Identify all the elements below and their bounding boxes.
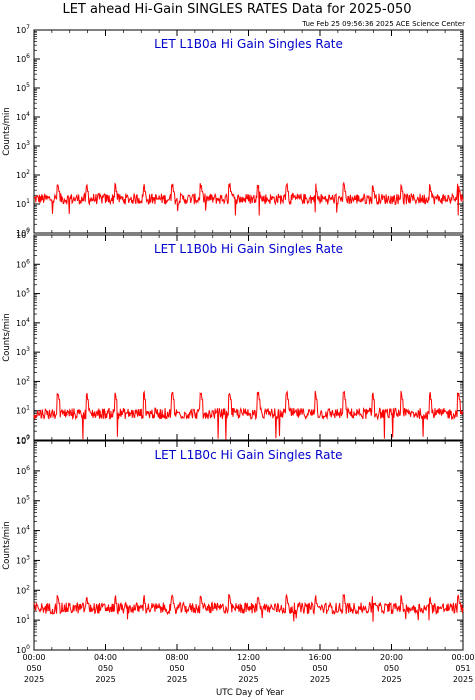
x-tick-year-label: 2025 xyxy=(381,675,401,684)
panel-title: LET L1B0a Hi Gain Singles Rate xyxy=(154,37,343,51)
y-tick-label: 100 xyxy=(16,644,30,655)
x-tick-doy-label: 050 xyxy=(312,664,327,673)
y-tick-label: 104 xyxy=(16,111,30,122)
x-tick-doy-label: 050 xyxy=(169,664,184,673)
y-tick-label: 105 xyxy=(16,288,30,299)
x-tick-time-label: 00:00 xyxy=(22,653,45,662)
x-tick-doy-label: 051 xyxy=(455,664,470,673)
plot-frame xyxy=(33,440,464,651)
x-tick-time-label: 20:00 xyxy=(380,653,403,662)
y-tick-label: 101 xyxy=(16,614,30,625)
timestamp-label: Tue Feb 25 09:56:36 2025 ACE Science Cen… xyxy=(301,20,465,28)
y-tick-label: 107 xyxy=(16,24,30,35)
x-axis-label: UTC Day of Year xyxy=(216,688,284,698)
y-tick-label: 106 xyxy=(16,258,30,269)
x-tick-year-label: 2025 xyxy=(167,675,187,684)
panel-title: LET L1B0b Hi Gain Singles Rate xyxy=(154,242,343,256)
chart-panels: 100 101 102 103 104 105 106 107 Counts/min LET L1… xyxy=(2,24,464,655)
figure-title: LET ahead Hi-Gain SINGLES RATES Data for… xyxy=(62,2,411,17)
chart-panel: 100 101 102 103 104 105 106 107 Counts/min LET L1… xyxy=(2,435,464,655)
y-axis-label: Counts/min xyxy=(2,313,12,362)
x-tick-time-label: 16:00 xyxy=(308,653,331,662)
series-line xyxy=(33,181,464,216)
y-tick-label: 101 xyxy=(16,405,30,416)
y-tick-label: 104 xyxy=(16,525,30,536)
chart-panel: 100 101 102 103 104 105 106 107 Counts/min LET L1… xyxy=(2,229,464,445)
chart-panel: 100 101 102 103 104 105 106 107 Counts/min LET L1… xyxy=(2,24,464,238)
y-tick-label: 103 xyxy=(16,554,30,565)
x-tick-time-label: 04:00 xyxy=(94,653,117,662)
x-tick-time-label: 08:00 xyxy=(165,653,188,662)
y-tick-label: 107 xyxy=(16,435,30,446)
y-axis-label: Counts/min xyxy=(2,107,12,156)
y-axis-label: Counts/min xyxy=(2,521,12,570)
y-tick-label: 101 xyxy=(16,198,30,209)
y-tick-label: 103 xyxy=(16,140,30,151)
y-tick-label: 103 xyxy=(16,346,30,357)
x-tick-year-label: 2025 xyxy=(95,675,115,684)
x-tick-year-label: 2025 xyxy=(24,675,44,684)
series-line xyxy=(33,390,464,440)
y-tick-label: 107 xyxy=(16,229,30,240)
x-tick-time-label: 00:00 xyxy=(451,653,474,662)
y-tick-label: 104 xyxy=(16,317,30,328)
panel-title: LET L1B0c Hi Gain Singles Rate xyxy=(154,448,342,462)
x-tick-doy-label: 050 xyxy=(241,664,256,673)
y-tick-label: 106 xyxy=(16,53,30,64)
y-tick-label: 105 xyxy=(16,495,30,506)
x-tick-year-label: 2025 xyxy=(453,675,473,684)
y-tick-label: 100 xyxy=(16,227,30,238)
y-tick-label: 106 xyxy=(16,465,30,476)
series-line xyxy=(33,593,464,622)
x-axis: 00:00 050 2025 04:00 050 2025 08:00 050 2025 12:0… xyxy=(22,653,474,684)
x-tick-year-label: 2025 xyxy=(310,675,330,684)
y-tick-label: 102 xyxy=(16,584,30,595)
y-tick-label: 102 xyxy=(16,169,30,180)
x-tick-year-label: 2025 xyxy=(238,675,258,684)
x-tick-doy-label: 050 xyxy=(384,664,399,673)
x-tick-time-label: 12:00 xyxy=(237,653,260,662)
x-tick-doy-label: 050 xyxy=(98,664,113,673)
x-tick-doy-label: 050 xyxy=(26,664,41,673)
y-tick-label: 105 xyxy=(16,82,30,93)
y-tick-label: 100 xyxy=(16,434,30,445)
y-tick-label: 102 xyxy=(16,375,30,386)
